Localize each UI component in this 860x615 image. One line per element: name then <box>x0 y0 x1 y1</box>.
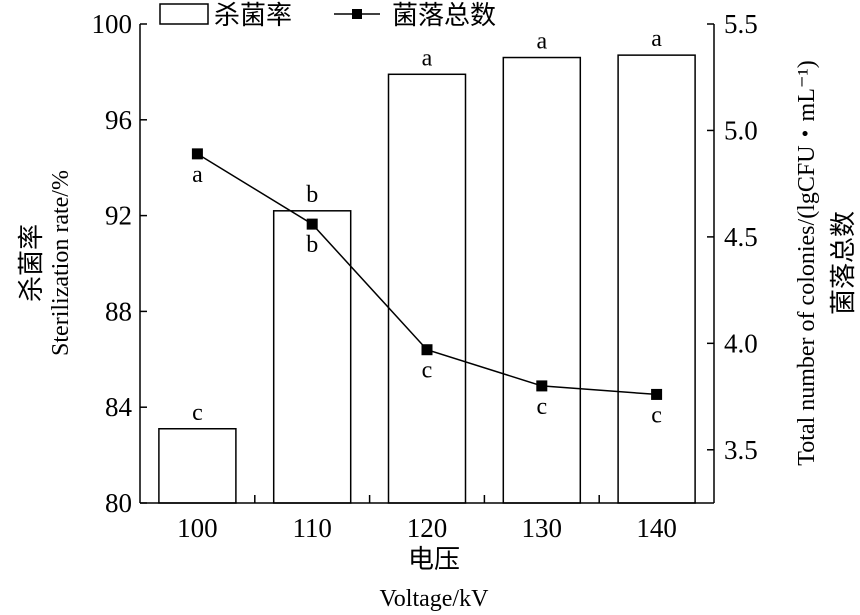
line-point-110 <box>306 218 318 230</box>
right-tick-label-5.0: 5.0 <box>724 115 758 145</box>
bar-100 <box>158 428 237 504</box>
bar-130 <box>502 56 582 504</box>
line-point-120 <box>421 344 433 356</box>
bar-sig-label-120: a <box>422 45 433 71</box>
line-sig-label-140: c <box>651 402 662 428</box>
left-tick-label-80: 80 <box>105 488 132 518</box>
x-tick-label-130: 130 <box>522 513 563 543</box>
legend: 杀菌率 菌落总数 <box>159 1 496 31</box>
line-sig-label-130: c <box>536 394 547 420</box>
left-tick-label-96: 96 <box>105 105 132 135</box>
left-axis-title: 杀菌率 Sterilization rate/% <box>17 170 74 356</box>
x-axis-title-cn: 电压 <box>408 545 460 575</box>
left-tick-label-88: 88 <box>105 296 132 326</box>
x-axis-title: 电压 Voltage/kV <box>380 545 490 612</box>
left-axis-title-cn: 杀菌率 <box>17 224 47 302</box>
line-sig-label-100: a <box>192 162 203 188</box>
x-tick-label-100: 100 <box>177 513 218 543</box>
line-point-130 <box>536 380 548 392</box>
plot-area: c b a a a 80 84 88 92 96 100 3.5 4.0 4.5 5.0 5.5 100 110 1… <box>92 9 758 543</box>
left-tick-label-84: 84 <box>105 392 133 422</box>
line-point-100 <box>191 148 203 160</box>
bar-140 <box>617 54 696 504</box>
legend-line-label: 菌落总数 <box>392 1 496 31</box>
bar-sig-label-140: a <box>651 26 662 52</box>
right-axis-title-en: Total number of colonies/(lgCFU・mL⁻¹) <box>794 60 820 465</box>
bar-sig-label-130: a <box>536 29 547 55</box>
left-tick-label-100: 100 <box>92 9 133 39</box>
right-axis-title-cn: 菌落总数 <box>829 211 859 315</box>
line-point-140 <box>651 388 663 400</box>
right-tick-label-4.5: 4.5 <box>724 222 758 252</box>
x-tick-label-110: 110 <box>292 513 332 543</box>
right-tick-label-4.0: 4.0 <box>724 328 758 358</box>
right-tick-label-3.5: 3.5 <box>724 435 758 465</box>
bar-sig-label-100: c <box>192 400 203 426</box>
legend-line-marker <box>352 9 362 19</box>
left-tick-label-92: 92 <box>105 201 132 231</box>
bar-120 <box>387 73 467 504</box>
bar-sig-label-110: b <box>306 182 318 208</box>
line-sig-label-110: b <box>306 232 318 258</box>
right-axis-title: Total number of colonies/(lgCFU・mL⁻¹) 菌落… <box>794 60 859 465</box>
x-tick-label-120: 120 <box>407 513 448 543</box>
x-axis-title-en: Voltage/kV <box>380 586 490 612</box>
x-tick-label-140: 140 <box>636 513 677 543</box>
legend-bar-swatch <box>159 3 209 25</box>
right-tick-label-5.5: 5.5 <box>724 9 758 39</box>
legend-bar-label: 杀菌率 <box>214 1 292 31</box>
line-sig-label-120: c <box>422 358 433 384</box>
left-axis-title-en: Sterilization rate/% <box>48 170 74 356</box>
